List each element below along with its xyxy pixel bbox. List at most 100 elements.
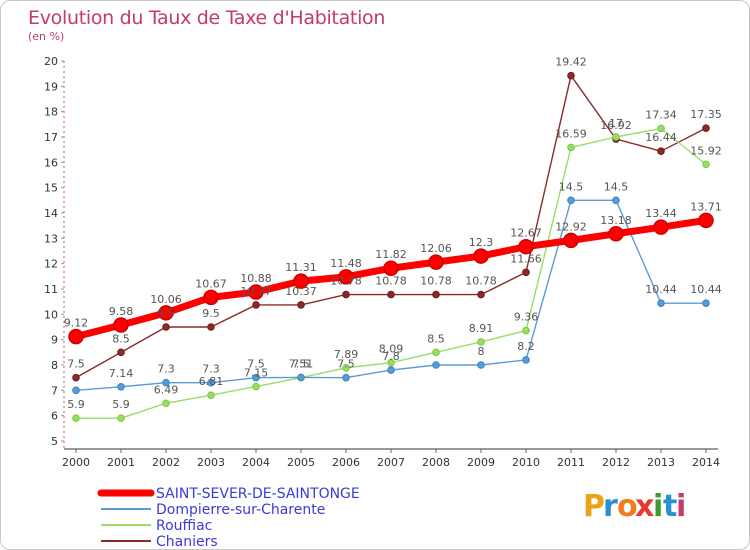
data-label: 16.44 (645, 131, 677, 144)
x-tick-label: 2008 (422, 456, 450, 469)
data-label: 12.06 (420, 242, 452, 255)
data-label: 7.3 (157, 363, 175, 376)
data-label: 12.67 (510, 227, 542, 240)
data-point (612, 133, 620, 141)
data-label: 5.9 (67, 398, 85, 411)
data-point (207, 323, 215, 331)
data-label: 19.42 (555, 56, 587, 69)
data-label: 10.37 (240, 285, 272, 298)
y-tick-label: 6 (51, 410, 58, 423)
data-point (698, 212, 714, 229)
data-point (387, 366, 395, 374)
data-point (342, 363, 350, 372)
data-point (113, 317, 129, 333)
data-point (207, 391, 215, 399)
data-label: 16.59 (555, 127, 587, 140)
data-label: 7.89 (334, 348, 359, 361)
data-point (432, 361, 440, 369)
data-point (657, 147, 665, 155)
data-point (158, 305, 174, 321)
data-point (162, 378, 170, 387)
data-point (387, 358, 395, 367)
data-point (702, 299, 710, 307)
data-label: 10.06 (150, 293, 182, 306)
y-tick-label: 5 (51, 435, 58, 448)
x-tick-label: 2009 (467, 456, 495, 469)
proxiti-logo: Pr oxi ti (583, 489, 686, 524)
x-tick-label: 2000 (62, 456, 90, 469)
x-tick-label: 2007 (377, 456, 405, 469)
data-label: 7.5 (67, 358, 85, 371)
x-tick-label: 2001 (107, 456, 135, 469)
chart-title: Evolution du Taux de Taxe d'Habitation (28, 7, 386, 29)
data-label: 7.14 (109, 367, 134, 380)
data-point (72, 373, 80, 382)
data-point (612, 196, 620, 205)
data-label: 8.91 (469, 322, 494, 335)
y-tick-label: 13 (44, 232, 58, 245)
data-label: 8.09 (379, 343, 404, 356)
data-label: 10.78 (375, 275, 407, 288)
legend-label: SAINT-SEVER-DE-SAINTONGE (156, 486, 360, 502)
data-point (387, 290, 395, 299)
chart-unit-label: (en %) (28, 30, 65, 43)
data-point (518, 238, 534, 255)
data-point (522, 326, 530, 335)
x-tick-label: 2002 (152, 456, 180, 469)
x-tick-label: 2013 (647, 456, 675, 469)
chart-axes: 5 6 7 8 9 10 11 12 13 14 15 16 17 18 19 20 2000 2001 2002 2… (44, 55, 720, 469)
logo-letter: i (676, 489, 686, 524)
data-label: 10.78 (420, 275, 452, 288)
data-point (657, 299, 665, 307)
y-tick-label: 9 (51, 334, 58, 347)
data-point (162, 323, 170, 331)
series-1 (72, 196, 710, 395)
data-point (72, 414, 80, 423)
data-point (342, 290, 350, 299)
data-label: 8 (478, 345, 485, 358)
data-label: 10.88 (240, 272, 272, 285)
data-label: 10.78 (465, 275, 497, 288)
data-label: 11.48 (330, 257, 362, 270)
data-label: 7.5 (292, 358, 310, 371)
data-label: 7.51 (289, 357, 314, 370)
data-label: 5.9 (112, 398, 130, 411)
data-label: 9.12 (64, 317, 89, 330)
x-tick-label: 2003 (197, 456, 225, 469)
data-point (608, 226, 624, 242)
data-label: 10.78 (330, 275, 362, 288)
data-point (252, 373, 260, 382)
data-point (477, 338, 485, 346)
data-point (432, 290, 440, 299)
data-label: 14.5 (559, 180, 584, 193)
logo-letter: t (663, 489, 677, 524)
data-label: 13.71 (690, 200, 722, 213)
data-label: 10.44 (690, 283, 722, 296)
data-point (252, 301, 260, 309)
data-label: 14.5 (604, 180, 629, 193)
data-point (117, 382, 125, 391)
logo-letter: P (583, 489, 605, 524)
data-label: 8.5 (427, 332, 445, 345)
data-label: 9.5 (157, 307, 175, 320)
data-label: 7.8 (382, 350, 400, 363)
data-point (207, 378, 215, 387)
data-point (72, 386, 80, 395)
data-point (428, 254, 444, 270)
y-tick-label: 12 (44, 258, 58, 271)
x-tick-label: 2006 (332, 456, 360, 469)
data-point (342, 373, 350, 382)
data-label: 9.58 (109, 305, 134, 318)
legend-label: Dompierre-sur-Charente (156, 502, 325, 518)
data-point (563, 232, 579, 249)
legend-label: Chaniers (156, 534, 218, 549)
y-tick-label: 15 (44, 182, 58, 195)
data-point (567, 71, 575, 80)
data-label: 11.31 (285, 261, 317, 274)
x-tick-label: 2005 (287, 456, 315, 469)
y-tick-label: 18 (44, 106, 58, 119)
data-point (567, 196, 575, 205)
